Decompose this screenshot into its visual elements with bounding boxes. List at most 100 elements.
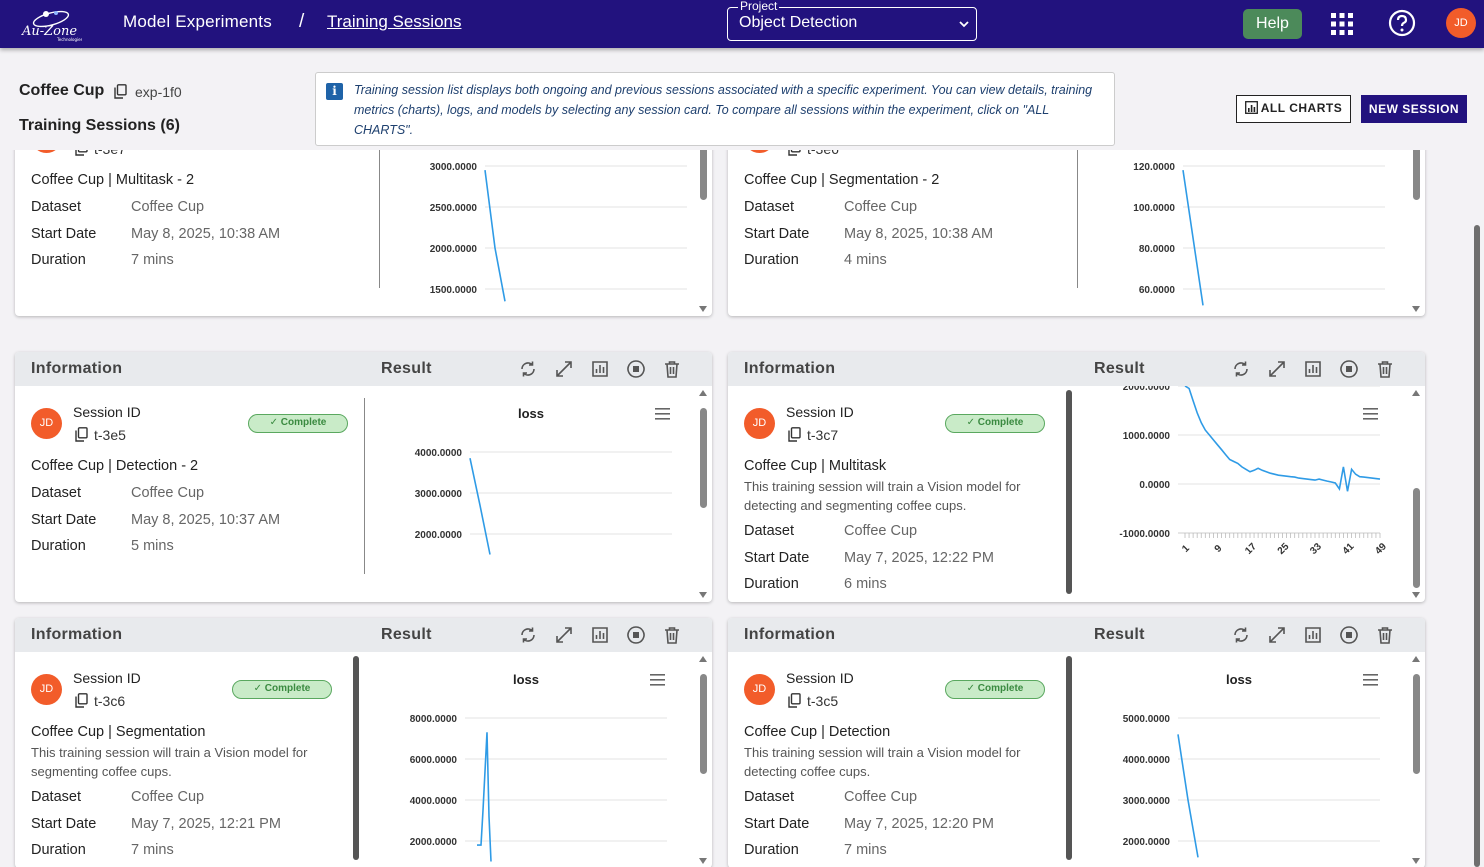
duration-value: 4 mins: [844, 252, 887, 268]
dataset-value: Coffee Cup: [131, 485, 205, 501]
chart-menu-icon[interactable]: [1363, 408, 1378, 420]
breadcrumb-training-sessions[interactable]: Training Sessions: [327, 12, 462, 31]
session-card[interactable]: Information Result JD Session ID t-3c6 ✓ Comp…: [15, 618, 712, 867]
y-tick-label: -1000.0000: [1119, 529, 1170, 540]
y-tick-label: 2000.0000: [415, 530, 463, 541]
session-card[interactable]: Information Result JD Session ID t-3c5 ✓ Comp…: [728, 618, 1425, 867]
scroll-thumb[interactable]: [1413, 674, 1420, 774]
dataset-label: Dataset: [744, 199, 794, 215]
chart-title: loss: [1226, 672, 1252, 687]
scroll-thumb[interactable]: [1413, 150, 1420, 200]
copy-icon[interactable]: [75, 427, 88, 442]
loss-chart: loss 8000.0000 6000.0000 4000.0000 2000.0000: [410, 672, 667, 862]
trash-icon[interactable]: [1375, 625, 1395, 645]
loss-series-line: [1177, 734, 1199, 858]
page-scrollbar[interactable]: [1474, 225, 1480, 867]
card-scrollbar[interactable]: [1411, 150, 1421, 312]
duration-value: 5 mins: [131, 538, 174, 554]
all-charts-label: ALL CHARTS: [1260, 101, 1343, 115]
chart-icon[interactable]: [1303, 359, 1323, 379]
duration-label: Duration: [744, 252, 799, 268]
copy-icon[interactable]: [788, 427, 801, 442]
card-scrollbar[interactable]: [1411, 390, 1421, 598]
apps-grid-icon[interactable]: [1330, 12, 1354, 36]
scroll-down-arrow: [699, 858, 707, 864]
result-header: Result: [381, 626, 432, 643]
stop-icon[interactable]: [626, 625, 646, 645]
copy-icon[interactable]: [75, 693, 88, 708]
dataset-label: Dataset: [31, 485, 81, 501]
copy-icon[interactable]: [114, 84, 127, 99]
expand-icon[interactable]: [1267, 359, 1287, 379]
refresh-icon[interactable]: [1231, 359, 1251, 379]
copy-icon[interactable]: [788, 150, 801, 156]
start-date-label: Start Date: [744, 225, 810, 242]
session-card[interactable]: Information Result JD Session ID t-3e5 ✓ Comp…: [15, 352, 712, 602]
y-tick-label: 4000.0000: [410, 796, 458, 807]
scroll-down-arrow: [699, 306, 707, 312]
breadcrumb-model-experiments[interactable]: Model Experiments: [123, 12, 272, 31]
help-button[interactable]: Help: [1243, 9, 1302, 39]
chart-menu-icon[interactable]: [650, 674, 665, 686]
y-tick-label: 8000.0000: [410, 714, 458, 725]
duration-value: 7 mins: [131, 252, 174, 268]
project-select[interactable]: Project Object Detection: [727, 0, 977, 41]
expand-icon[interactable]: [1267, 625, 1287, 645]
refresh-icon[interactable]: [518, 359, 538, 379]
card-scrollbar[interactable]: [698, 390, 708, 598]
experiment-name: Coffee Cup: [19, 82, 105, 99]
start-date-value: May 8, 2025, 10:37 AM: [131, 511, 281, 528]
chart-menu-icon[interactable]: [655, 408, 670, 420]
x-tick-label: 1: [1180, 543, 1192, 555]
y-tick-label: 80.0000: [1139, 244, 1176, 255]
scroll-thumb[interactable]: [700, 150, 707, 200]
trash-icon[interactable]: [662, 359, 682, 379]
trash-icon[interactable]: [662, 625, 682, 645]
question-help-icon[interactable]: [1388, 9, 1416, 37]
start-date-value: May 7, 2025, 12:20 PM: [844, 815, 994, 832]
user-avatar[interactable]: JD: [1446, 8, 1476, 38]
copy-icon[interactable]: [75, 150, 88, 156]
session-name: Coffee Cup | Multitask - 2: [31, 172, 195, 188]
all-charts-button[interactable]: ALL CHARTS: [1236, 95, 1351, 123]
expand-icon[interactable]: [554, 625, 574, 645]
refresh-icon[interactable]: [518, 625, 538, 645]
chart-menu-icon[interactable]: [1363, 674, 1378, 686]
y-tick-label: 2000.0000: [1123, 386, 1171, 393]
stop-icon[interactable]: [626, 359, 646, 379]
information-header: Information: [31, 360, 123, 377]
session-id-label: Session ID: [786, 404, 854, 420]
dataset-value: Coffee Cup: [844, 199, 918, 215]
chart-icon[interactable]: [1303, 625, 1323, 645]
x-tick-label: 9: [1213, 543, 1225, 555]
au-zone-logo[interactable]: Au-Zone Technologies: [20, 4, 82, 44]
chart-icon[interactable]: [590, 359, 610, 379]
scroll-thumb[interactable]: [1413, 488, 1420, 588]
trash-icon[interactable]: [1375, 359, 1395, 379]
stop-icon[interactable]: [1339, 625, 1359, 645]
duration-label: Duration: [744, 576, 799, 592]
expand-icon[interactable]: [554, 359, 574, 379]
session-name: Coffee Cup | Multitask: [744, 458, 887, 474]
refresh-icon[interactable]: [1231, 625, 1251, 645]
y-tick-label: 5000.0000: [1123, 714, 1171, 725]
card-scrollbar[interactable]: [1411, 656, 1421, 864]
card-scrollbar[interactable]: [698, 150, 708, 312]
duration-label: Duration: [31, 538, 86, 554]
card-scrollbar[interactable]: [698, 656, 708, 864]
stop-icon[interactable]: [1339, 359, 1359, 379]
scroll-thumb[interactable]: [700, 408, 707, 508]
chart-icon[interactable]: [590, 625, 610, 645]
information-header: Information: [744, 626, 836, 643]
new-session-button[interactable]: NEW SESSION: [1361, 95, 1467, 123]
scroll-thumb[interactable]: [700, 674, 707, 774]
dataset-value: Coffee Cup: [844, 523, 918, 539]
start-date-label: Start Date: [31, 815, 97, 832]
session-card[interactable]: Information Result JD Session ID t-3c7 ✓ Comp…: [728, 352, 1425, 602]
copy-icon[interactable]: [788, 693, 801, 708]
